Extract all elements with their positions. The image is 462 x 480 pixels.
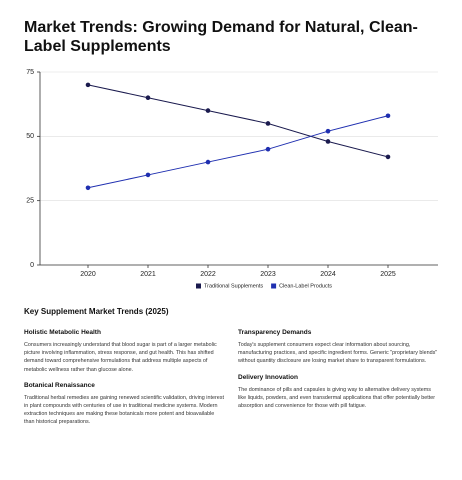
- section-body: The dominance of pills and capsules is g…: [238, 386, 436, 410]
- y-tick-label: 75: [26, 69, 34, 76]
- data-point: [385, 113, 391, 119]
- x-tick-label: 2024: [320, 271, 336, 278]
- chart-title: Market Trends: Growing Demand for Natura…: [24, 19, 418, 55]
- y-tick-label: 25: [26, 198, 34, 205]
- series-line: [87, 84, 389, 158]
- column: Transparency Demands Today's supplement …: [238, 329, 438, 418]
- legend-label: Clean-Label Products: [279, 283, 332, 289]
- report-title: Key Supplement Market Trends (2025): [24, 307, 169, 316]
- data-point: [205, 108, 211, 113]
- section-body: Today's supplement consumers expect clea…: [238, 342, 438, 365]
- data-point: [85, 82, 91, 88]
- report: Key Supplement Market Trends (2025) Holi…: [24, 307, 440, 425]
- data-point: [205, 159, 211, 165]
- data-point: [145, 95, 151, 101]
- column: Holistic Metabolic Health Consumers incr…: [24, 329, 224, 435]
- data-point: [265, 146, 271, 152]
- section-body: Traditional herbal remedies are gaining …: [24, 394, 224, 426]
- series-line: [87, 115, 389, 189]
- y-tick-label: 50: [26, 133, 34, 140]
- data-point: [145, 172, 151, 178]
- section-heading: Holistic Metabolic Health: [24, 329, 101, 336]
- data-point: [85, 185, 91, 191]
- section-heading: Transparency Demands: [238, 329, 312, 336]
- legend-swatch: [196, 283, 201, 289]
- legend-swatch: [271, 283, 277, 289]
- chart: 0 25 50 75 2020 2021 2022 2023 2024 2025 Tradition…: [26, 69, 438, 289]
- x-tick-label: 2020: [80, 271, 96, 278]
- section-heading: Botanical Renaissance: [24, 381, 95, 389]
- x-tick-label: 2021: [140, 271, 156, 278]
- x-tick-label: 2023: [260, 271, 276, 278]
- x-tick-label: 2025: [380, 271, 396, 278]
- legend-label: Traditional Supplements: [204, 283, 263, 289]
- x-tick-label: 2022: [200, 271, 216, 278]
- data-point: [325, 139, 331, 144]
- data-point: [325, 128, 331, 134]
- section-body: Consumers increasingly understand that b…: [24, 342, 217, 373]
- section-heading: Delivery Innovation: [238, 373, 298, 381]
- data-point: [385, 154, 391, 160]
- y-tick-label: 0: [30, 262, 34, 269]
- data-point: [265, 121, 271, 126]
